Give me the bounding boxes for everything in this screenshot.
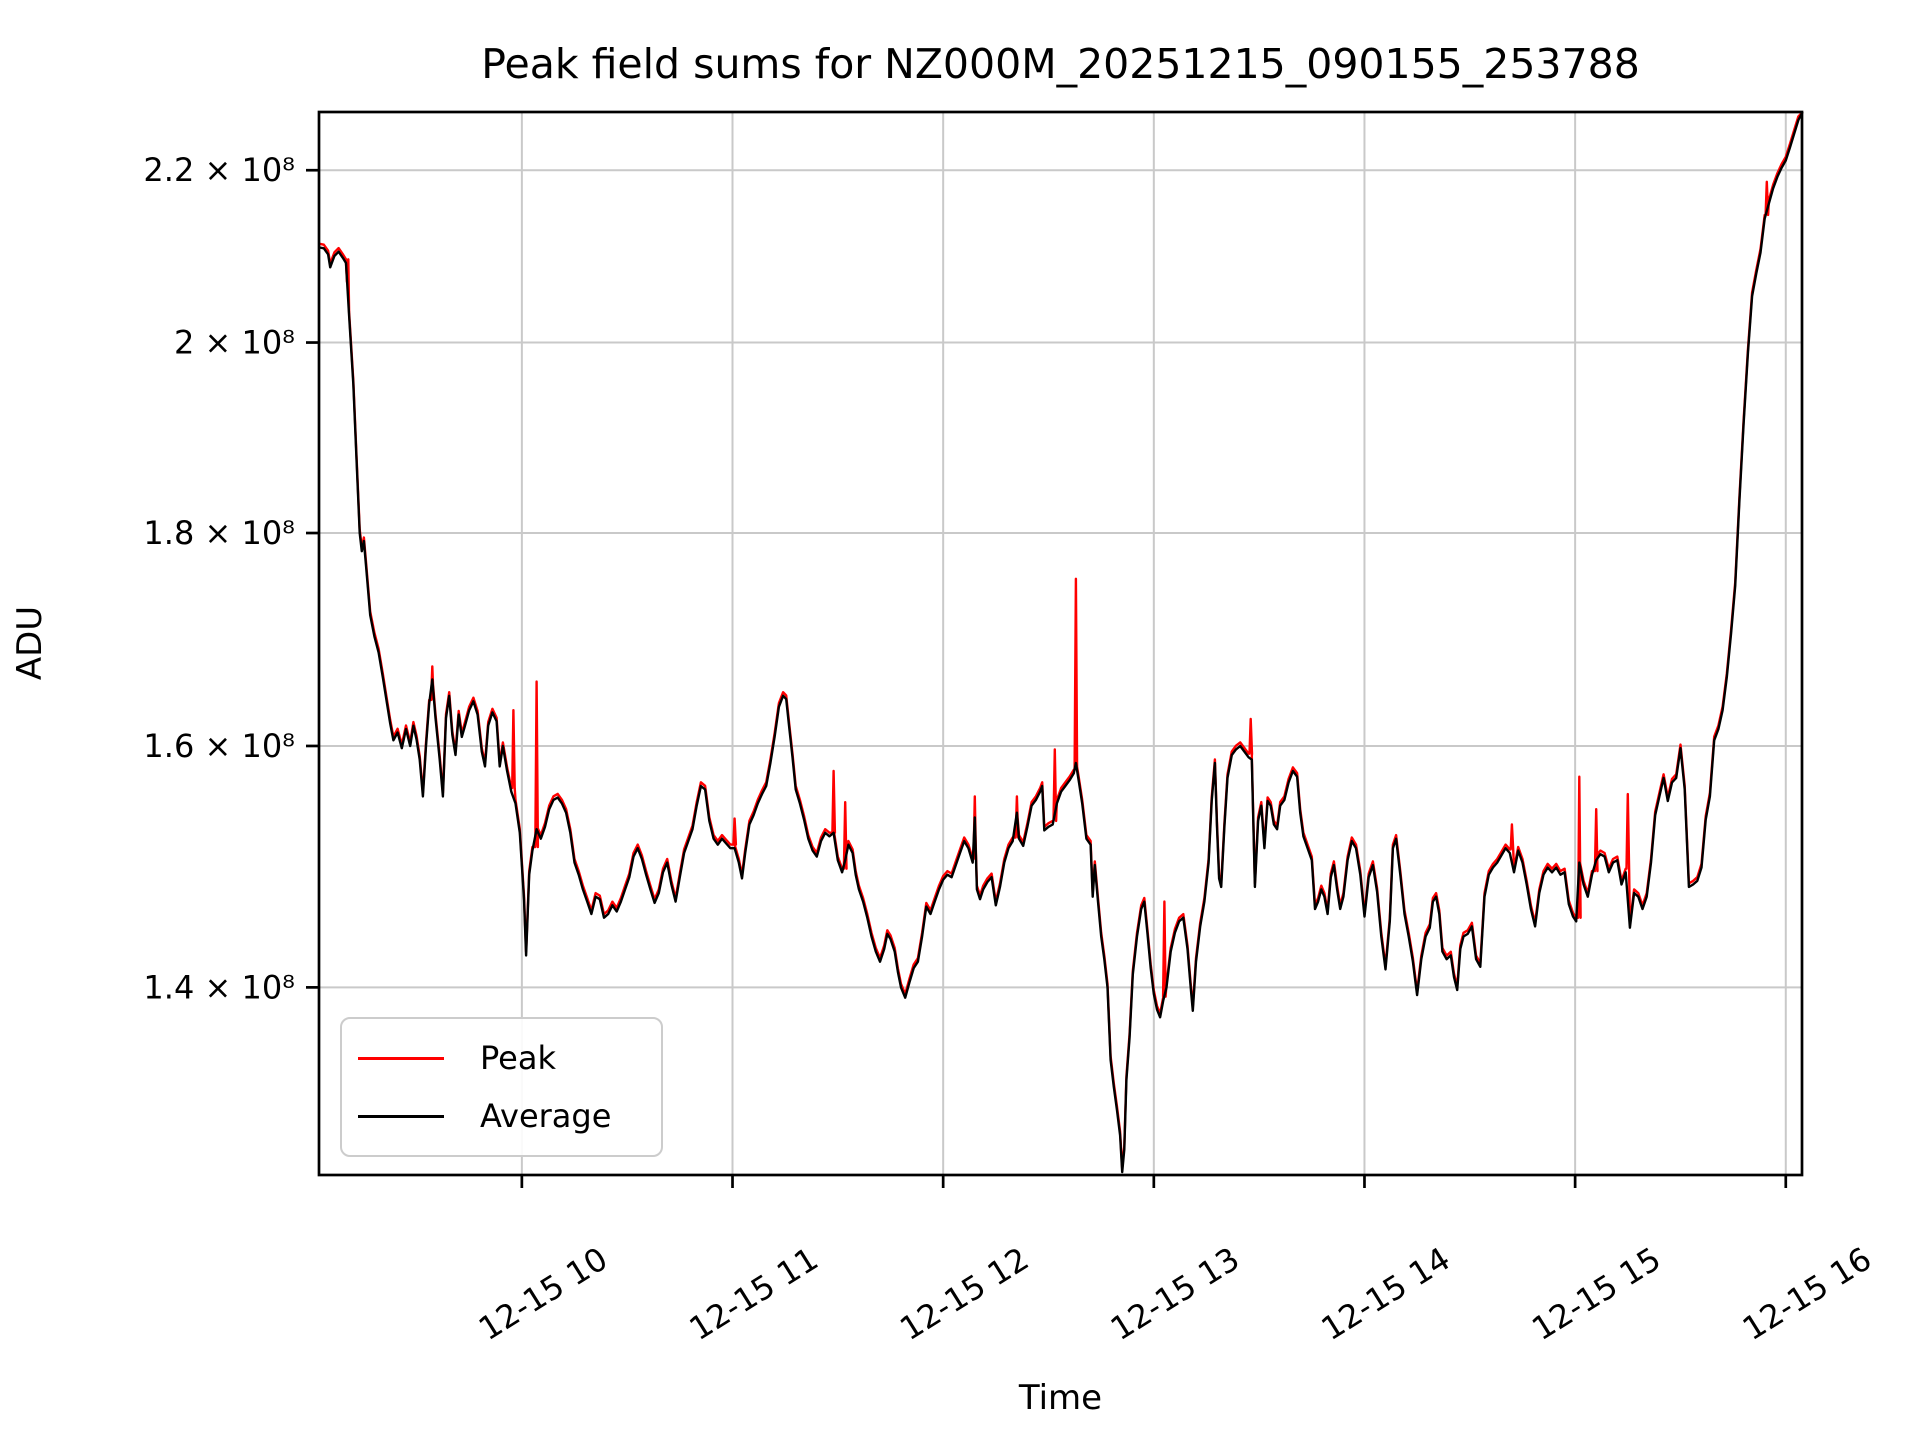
x-tick-label: 12-15 13 xyxy=(1104,1240,1246,1348)
y-tick-label: 2 × 10⁸ xyxy=(174,324,295,362)
legend: Peak Average xyxy=(340,1017,663,1157)
legend-label: Peak xyxy=(480,1039,556,1077)
y-tick-label: 1.4 × 10⁸ xyxy=(143,968,295,1006)
x-tick-label: 12-15 15 xyxy=(1525,1240,1667,1348)
average-series-line xyxy=(319,111,1804,1174)
y-tick-label: 1.8 × 10⁸ xyxy=(143,514,295,552)
x-tick-label: 12-15 16 xyxy=(1736,1240,1878,1348)
x-tick-label: 12-15 11 xyxy=(683,1240,825,1348)
x-tick-label: 12-15 12 xyxy=(893,1240,1035,1348)
legend-label: Average xyxy=(480,1097,612,1135)
y-tick-label: 2.2 × 10⁸ xyxy=(143,151,295,189)
x-tick-label: 12-15 14 xyxy=(1315,1240,1457,1348)
legend-item-peak: Peak xyxy=(342,1038,661,1078)
peak-series-line xyxy=(319,111,1804,1170)
x-axis-label: Time xyxy=(1018,1378,1103,1418)
axes-frame xyxy=(317,110,1804,1177)
legend-item-average: Average xyxy=(342,1096,661,1136)
x-tick-label: 12-15 10 xyxy=(472,1240,614,1348)
legend-line-sample xyxy=(358,1056,444,1060)
legend-line-sample xyxy=(358,1114,444,1118)
y-tick-label: 1.6 × 10⁸ xyxy=(143,727,295,765)
chart-title: Peak field sums for NZ000M_20251215_0901… xyxy=(481,40,1640,88)
y-axis-label: ADU xyxy=(10,605,50,681)
